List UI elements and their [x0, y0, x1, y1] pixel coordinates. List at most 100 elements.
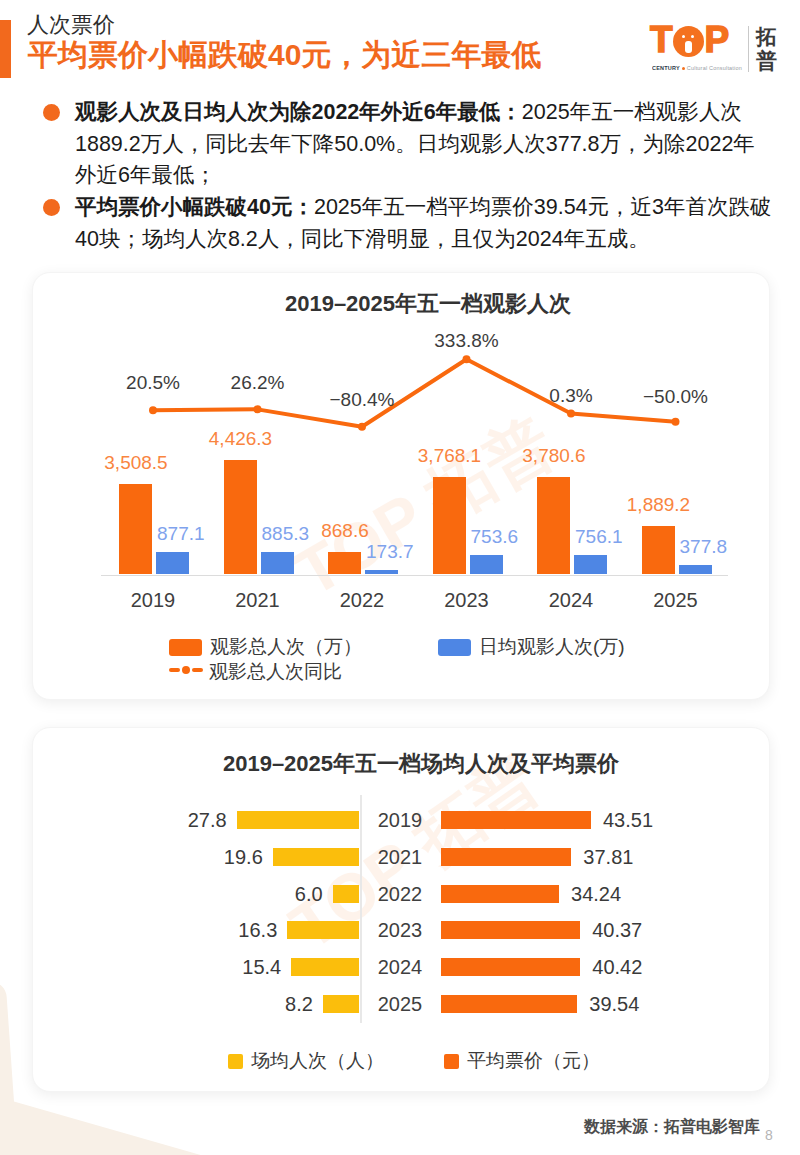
- decor-wedge: [0, 1086, 316, 1155]
- category-label: 2019: [131, 589, 176, 612]
- daily-admissions-value: 753.6: [471, 526, 519, 548]
- total-admissions-bar: [642, 526, 675, 575]
- category-label: 2021: [235, 589, 280, 612]
- legend-label: 平均票价（元）: [467, 1048, 600, 1074]
- logo-chinese-name: 拓普: [756, 25, 777, 73]
- logo-o-elephant-icon: [673, 26, 704, 57]
- daily-admissions-value: 877.1: [157, 523, 205, 545]
- legend-label: 日均观影人次(万): [479, 634, 625, 660]
- legend-line-dot-icon: [182, 666, 190, 674]
- category-label: 2022: [340, 589, 385, 612]
- daily-admissions-value: 885.3: [262, 523, 310, 545]
- daily-admissions-bar: [574, 555, 607, 575]
- category-label: 2025: [653, 589, 698, 612]
- price-value: 40.37: [592, 919, 642, 942]
- daily-admissions-value: 756.1: [575, 526, 623, 548]
- price-bar: [441, 811, 591, 829]
- attendance-chart-card: TOP 拓普 2019–2025年五一档观影人次 3,508.5 877.1 2019…: [32, 272, 770, 700]
- sessions-bar: [333, 885, 359, 903]
- total-admissions-bar: [119, 484, 152, 575]
- category-label: 2025: [378, 993, 423, 1016]
- legend-swatch-icon: [438, 639, 471, 656]
- bullet-text: 平均票价小幅跌破40元：2025年五一档平均票价39.54元，近3年首次跌破40…: [75, 192, 773, 255]
- price-value: 37.81: [583, 846, 633, 869]
- sessions-value: 16.3: [238, 919, 277, 942]
- sessions-value: 6.0: [295, 883, 323, 906]
- price-chart-card: TOP 拓普 2019–2025年五一档场均人次及平均票价27.843.5120…: [32, 727, 770, 1092]
- top-logo: TP CENTURYCultural Consultation 拓普: [650, 22, 780, 76]
- bullet-dot-icon: [43, 199, 60, 216]
- page-title: 平均票价小幅跌破40元，为近三年最低: [28, 40, 541, 70]
- title-accent-bar: [0, 20, 11, 78]
- bullet-dot-icon: [43, 104, 60, 121]
- watermark: TOP 拓普: [280, 398, 571, 618]
- legend-line-dash-icon: [192, 668, 203, 672]
- legend-daily-admissions: 日均观影人次(万): [438, 634, 625, 660]
- yoy-value: −80.4%: [330, 389, 395, 411]
- bullet-item: 观影人次及日均人次为除2022年外近6年最低：2025年五一档观影人次1889.…: [43, 97, 773, 192]
- price-value: 40.42: [592, 956, 642, 979]
- price-bar: [441, 995, 577, 1013]
- total-admissions-bar: [537, 477, 570, 575]
- total-admissions-value: 868.6: [321, 520, 369, 542]
- legend-price: 平均票价（元）: [444, 1048, 600, 1074]
- price-value: 34.24: [571, 883, 621, 906]
- bullet-line: 1889.2万人，同比去年下降50.0%。日均观影人次377.8万，为除2022…: [75, 129, 773, 161]
- category-label: 2024: [549, 589, 594, 612]
- legend-swatch-icon: [169, 639, 202, 656]
- category-label: 2024: [378, 956, 423, 979]
- sessions-value: 27.8: [188, 809, 227, 832]
- section-kicker: 人次票价: [27, 10, 115, 40]
- sessions-value: 15.4: [242, 956, 281, 979]
- price-bar: [441, 958, 580, 976]
- legend-line-dash-icon: [169, 668, 180, 672]
- sessions-value: 19.6: [224, 846, 263, 869]
- category-label: 2021: [378, 846, 423, 869]
- legend-label: 观影总人次（万）: [210, 634, 362, 660]
- total-admissions-bar: [328, 552, 361, 574]
- chart-title: 2019–2025年五一档观影人次: [285, 289, 571, 319]
- category-label: 2023: [444, 589, 489, 612]
- category-label: 2023: [378, 919, 423, 942]
- legend-label: 场均人次（人）: [251, 1048, 384, 1074]
- bullet-line: 外近6年最低；: [75, 160, 773, 192]
- sessions-bar: [323, 995, 359, 1013]
- daily-admissions-bar: [156, 552, 189, 575]
- legend-yoy-label: 观影总人次同比: [209, 659, 342, 685]
- price-bar: [441, 885, 559, 903]
- yoy-value: 26.2%: [231, 372, 285, 394]
- sessions-bar: [273, 848, 359, 866]
- yoy-value: 20.5%: [126, 372, 180, 394]
- bullet-text: 观影人次及日均人次为除2022年外近6年最低：2025年五一档观影人次1889.…: [75, 97, 773, 192]
- bullet-line: 观影人次及日均人次为除2022年外近6年最低：2025年五一档观影人次: [75, 97, 773, 129]
- legend-sessions: 场均人次（人）: [228, 1048, 384, 1074]
- price-bar: [441, 921, 580, 939]
- legend-yoy-icon: [169, 666, 203, 674]
- x-axis-line: [101, 575, 728, 577]
- total-admissions-bar: [433, 477, 466, 574]
- daily-admissions-value: 377.8: [680, 536, 728, 558]
- logo-dot-icon: [682, 67, 685, 70]
- daily-admissions-value: 173.7: [366, 541, 414, 563]
- price-bar: [441, 848, 571, 866]
- logo-cn-char: 拓: [756, 25, 777, 49]
- total-admissions-value: 3,508.5: [104, 452, 167, 474]
- daily-admissions-bar: [261, 552, 294, 575]
- yoy-value: 0.3%: [549, 385, 592, 407]
- bullet-line: 40块；场均人次8.2人，同比下滑明显，且仅为2024年五成。: [75, 224, 773, 256]
- total-admissions-value: 3,780.6: [522, 445, 585, 467]
- sessions-bar: [237, 811, 359, 829]
- daily-admissions-bar: [679, 565, 712, 575]
- bullet-line: 平均票价小幅跌破40元：2025年五一档平均票价39.54元，近3年首次跌破: [75, 192, 773, 224]
- page-number: 8: [765, 1127, 773, 1143]
- yoy-value: −50.0%: [643, 386, 708, 408]
- bullet-item: 平均票价小幅跌破40元：2025年五一档平均票价39.54元，近3年首次跌破40…: [43, 192, 773, 255]
- daily-admissions-bar: [470, 555, 503, 574]
- total-admissions-value: 1,889.2: [627, 494, 690, 516]
- center-divider: [360, 795, 362, 1023]
- total-admissions-value: 3,768.1: [418, 445, 481, 467]
- logo-subtitle: CENTURYCultural Consultation: [652, 65, 744, 71]
- data-source: 数据来源：拓普电影智库: [584, 1117, 760, 1138]
- sessions-value: 8.2: [285, 993, 313, 1016]
- price-value: 39.54: [589, 993, 639, 1016]
